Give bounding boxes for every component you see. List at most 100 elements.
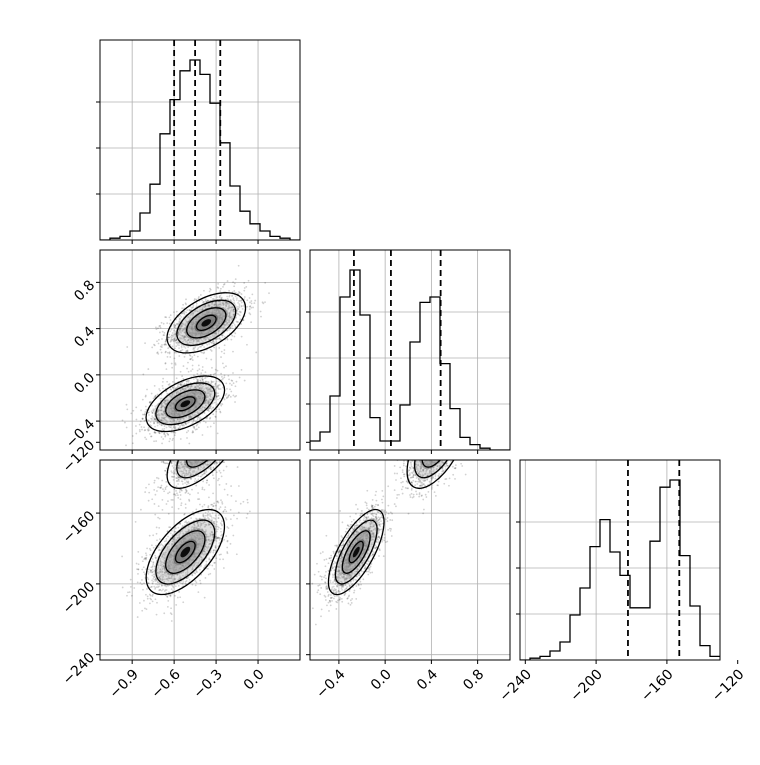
sample-point <box>168 384 170 386</box>
sample-point <box>209 288 211 290</box>
sample-point <box>209 433 211 435</box>
sample-point <box>154 503 156 505</box>
sample-point <box>158 339 160 341</box>
sample-point <box>215 454 217 456</box>
sample-point <box>211 444 213 446</box>
sample-point <box>124 422 126 424</box>
sample-point <box>161 485 163 487</box>
sample-point <box>154 514 156 516</box>
sample-point <box>229 435 231 437</box>
sample-point <box>182 304 184 306</box>
sample-point <box>207 434 209 436</box>
sample-point <box>192 445 194 447</box>
sample-point <box>230 423 232 425</box>
sample-point <box>221 450 223 452</box>
sample-point <box>218 422 220 424</box>
sample-point <box>220 412 222 414</box>
sample-point <box>217 437 219 439</box>
sample-point <box>232 428 234 430</box>
sample-point <box>135 521 137 523</box>
sample-point <box>221 432 223 434</box>
sample-point <box>211 440 213 442</box>
sample-point <box>163 323 165 325</box>
sample-point <box>208 431 210 433</box>
sample-point <box>223 439 225 441</box>
sample-point <box>217 429 219 431</box>
sample-point <box>170 314 172 316</box>
sample-point <box>163 334 165 336</box>
sample-point <box>212 443 214 445</box>
sample-point <box>138 563 140 565</box>
sample-point <box>222 427 224 429</box>
sample-point <box>229 423 231 425</box>
sample-point <box>199 440 201 442</box>
sample-point <box>241 406 243 408</box>
sample-point <box>198 457 200 459</box>
sample-point <box>218 437 220 439</box>
sample-point <box>161 499 163 501</box>
sample-point <box>227 418 229 420</box>
sample-point <box>233 411 235 413</box>
sample-point <box>203 437 205 439</box>
sample-point <box>162 331 164 333</box>
sample-point <box>195 453 197 455</box>
sample-point <box>223 402 225 404</box>
sample-point <box>244 406 246 408</box>
sample-point <box>195 429 197 431</box>
sample-point <box>199 438 201 440</box>
sample-point <box>219 441 221 443</box>
sample-point <box>221 426 223 428</box>
sample-point <box>203 457 205 459</box>
sample-point <box>212 434 214 436</box>
sample-point <box>239 429 241 431</box>
sample-point <box>188 443 190 445</box>
sample-point <box>232 437 234 439</box>
sample-point <box>214 412 216 414</box>
sample-point <box>191 356 193 358</box>
sample-point <box>234 283 236 285</box>
sample-point <box>229 410 231 412</box>
sample-point <box>237 427 239 429</box>
sample-point <box>210 359 212 361</box>
sample-point <box>172 453 174 455</box>
sample-point <box>190 457 192 459</box>
sample-point <box>198 365 200 367</box>
sample-point <box>248 280 250 282</box>
sample-point <box>202 441 204 443</box>
sample-point <box>209 451 211 453</box>
sample-point <box>241 369 243 371</box>
sample-point <box>202 442 204 444</box>
sample-point <box>204 439 206 441</box>
sample-point <box>255 427 257 429</box>
sample-point <box>192 451 194 453</box>
sample-point <box>205 443 207 445</box>
sample-point <box>244 456 246 458</box>
sample-point <box>219 419 221 421</box>
sample-point <box>197 451 199 453</box>
sample-point <box>157 327 159 329</box>
sample-point <box>130 412 132 414</box>
sample-point <box>238 423 240 425</box>
sample-point <box>209 429 211 431</box>
sample-point <box>210 426 212 428</box>
sample-point <box>206 482 208 484</box>
sample-point <box>204 431 206 433</box>
sample-point <box>213 441 215 443</box>
sample-point <box>207 430 209 432</box>
sample-point <box>222 409 224 411</box>
sample-point <box>209 455 211 457</box>
sample-point <box>200 431 202 433</box>
sample-point <box>183 455 185 457</box>
sample-point <box>217 370 219 372</box>
sample-point <box>239 431 241 433</box>
sample-point <box>218 443 220 445</box>
sample-point <box>200 582 202 584</box>
sample-point <box>155 326 157 328</box>
sample-point <box>226 433 228 435</box>
sample-point <box>239 410 241 412</box>
sample-point <box>200 441 202 443</box>
sample-point <box>204 436 206 438</box>
sample-point <box>214 440 216 442</box>
sample-point <box>166 486 168 488</box>
sample-point <box>169 356 171 358</box>
